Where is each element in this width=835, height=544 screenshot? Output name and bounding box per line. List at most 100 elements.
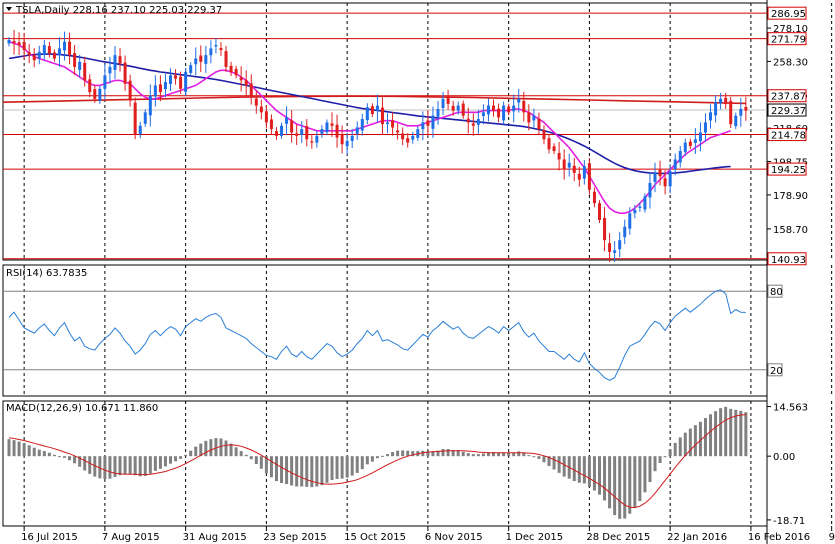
macd-histogram-bar	[426, 451, 430, 457]
candle-body	[734, 115, 738, 127]
macd-histogram-bar	[582, 456, 586, 484]
macd-histogram-bar	[259, 456, 263, 469]
candle-body	[714, 102, 718, 116]
macd-histogram-bar	[507, 452, 511, 457]
macd-histogram-bar	[360, 456, 364, 470]
candle-body	[653, 172, 657, 182]
candle-body	[648, 182, 652, 198]
candle-body	[280, 125, 284, 136]
macd-histogram-bar	[174, 456, 178, 462]
candle-body	[375, 105, 379, 111]
macd-histogram-bar	[396, 450, 400, 457]
macd-histogram-bar	[264, 456, 268, 474]
macd-histogram-bar	[436, 450, 440, 457]
macd-histogram-bar	[492, 452, 496, 457]
macd-histogram-bar	[623, 456, 627, 519]
candle-body	[552, 146, 556, 152]
candle-body	[57, 48, 61, 56]
macd-histogram-bar	[375, 456, 379, 459]
macd-histogram-bar	[633, 456, 637, 508]
macd-histogram-bar	[744, 412, 748, 457]
macd-histogram-bar	[729, 408, 733, 457]
macd-histogram-bar	[254, 456, 258, 465]
macd-histogram-bar	[108, 456, 112, 479]
candle-body	[254, 98, 258, 106]
candle-body	[658, 169, 662, 177]
macd-histogram-bar	[249, 456, 253, 460]
candle-body	[98, 88, 102, 101]
macd-histogram-bar	[47, 452, 51, 457]
candle-body	[577, 173, 581, 180]
macd-histogram-bar	[310, 456, 314, 488]
price-level-tag-label: 140.93	[771, 255, 806, 266]
macd-histogram-bar	[184, 454, 188, 457]
x-tick-label: 16 Jul 2015	[21, 532, 78, 543]
candle-body	[719, 98, 723, 104]
macd-histogram-bar	[406, 450, 410, 457]
macd-histogram-bar	[592, 456, 596, 491]
macd-histogram-bar	[83, 456, 87, 471]
candle-body	[386, 122, 390, 125]
candle-body	[138, 125, 142, 135]
candle-body	[269, 119, 273, 130]
macd-histogram-bar	[269, 456, 273, 478]
candle-body	[360, 119, 364, 131]
macd-histogram-bar	[522, 452, 526, 457]
x-tick-label: 31 Aug 2015	[183, 532, 247, 543]
candle-body	[12, 41, 16, 44]
candle-body	[133, 102, 137, 135]
macd-histogram-bar	[577, 456, 581, 483]
price-level-tag-label: 214.78	[771, 131, 806, 142]
price-y-tick-label: 278.10	[773, 24, 808, 35]
candle-body	[739, 108, 743, 116]
candle-body	[391, 120, 395, 128]
candle-body	[709, 112, 713, 121]
macd-histogram-bar	[451, 450, 455, 457]
macd-histogram-bar	[300, 456, 304, 487]
symbol-dropdown-icon[interactable]	[6, 7, 12, 11]
macd-histogram-bar	[446, 449, 450, 457]
candle-body	[315, 135, 319, 143]
candle-body	[219, 48, 223, 51]
macd-frame	[2, 400, 768, 527]
candle-body	[7, 40, 11, 44]
macd-histogram-bar	[12, 440, 16, 457]
ma-long-line	[2, 95, 746, 105]
candle-body	[47, 46, 51, 54]
candle-body	[63, 41, 67, 51]
candle-body	[83, 62, 87, 81]
candle-body	[305, 126, 309, 140]
x-tick-label: 7 Aug 2015	[102, 532, 160, 543]
candle-body	[729, 100, 733, 125]
candle-body	[693, 139, 697, 143]
macd-histogram-bar	[703, 418, 707, 457]
candle-body	[274, 131, 278, 136]
candle-body	[229, 65, 233, 72]
candle-body	[163, 82, 167, 90]
macd-histogram-bar	[163, 456, 167, 467]
candle-body	[290, 120, 294, 133]
candle-body	[143, 112, 147, 124]
rsi-line	[8, 289, 746, 381]
price-level-tag-label: 286.95	[771, 9, 806, 20]
macd-y-tick-label: 14.563	[773, 403, 808, 414]
macd-histogram-bar	[305, 456, 309, 487]
x-tick-label: 6 Nov 2015	[425, 532, 483, 543]
macd-histogram-bar	[441, 449, 445, 457]
macd-histogram-bar	[587, 456, 591, 487]
macd-histogram-bar	[204, 440, 208, 457]
macd-histogram-bar	[169, 456, 173, 464]
macd-histogram-bar	[643, 456, 647, 493]
rsi-level-label: 20	[770, 366, 783, 377]
macd-histogram-bar	[734, 409, 738, 457]
candle-body	[582, 166, 586, 179]
macd-histogram-bar	[113, 456, 117, 477]
candle-body	[209, 48, 213, 56]
macd-histogram-bar	[365, 456, 369, 465]
candle-body	[380, 107, 384, 125]
macd-histogram-bar	[22, 443, 26, 457]
price-y-tick-label: 158.70	[773, 225, 808, 236]
candle-body	[532, 115, 536, 121]
x-tick-label: 1 Dec 2015	[506, 532, 564, 543]
candle-body	[572, 165, 576, 173]
